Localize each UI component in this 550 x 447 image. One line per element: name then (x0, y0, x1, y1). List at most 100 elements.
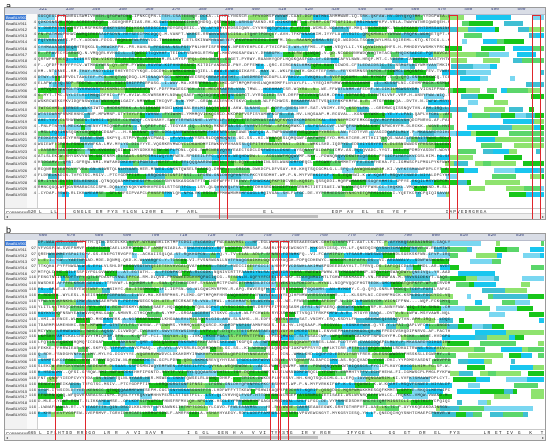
sequence-name[interactable]: BnaBLV924 (6, 317, 28, 323)
sequence-name[interactable]: BnaBLV904 (6, 282, 28, 288)
conservation-highlight (163, 282, 187, 288)
sequence-name[interactable]: BnaBLV926 (6, 167, 28, 173)
sequence-name[interactable]: BnaBLV927 (6, 173, 28, 179)
sequence-name[interactable]: BnaBLV911 (6, 246, 27, 252)
sequence-name[interactable]: BnaBLV903 (5, 241, 28, 246)
sequence-name[interactable]: BnaBLV926 (6, 329, 28, 335)
sequence-name[interactable]: BnaBLV905 (6, 288, 28, 294)
sequence-name[interactable]: BnaBLV915 (6, 388, 28, 394)
scroll-left-icon[interactable]: ◂ (6, 214, 9, 219)
sequence-name[interactable]: BnaBLV924 (6, 155, 28, 161)
sequence-name[interactable]: BnaBLV929 (6, 347, 28, 353)
sequence-name[interactable]: BnaBLV907 (6, 82, 28, 88)
sequence-name[interactable]: BnaBLV925 (6, 161, 28, 167)
conservation-highlight (240, 185, 253, 191)
conservation-highlight (286, 288, 303, 294)
sequence-name[interactable]: BnaBLV902 (6, 112, 28, 118)
sequence-name[interactable]: BnaBLV913 (6, 258, 28, 264)
sequence-name[interactable]: BnaBLV914 (6, 39, 28, 45)
sequence-name[interactable]: BnaBLV909 (6, 376, 28, 382)
sequence-name[interactable]: BnaBLV922 (6, 406, 28, 412)
sequence-name[interactable]: BnaBLV921 (6, 305, 28, 311)
sequence-name[interactable]: BnaBLV928 (6, 179, 28, 185)
sequence-residues: F--QFDFFMYYFPYCV-WTMKCYWKN-QY-DPM-PYWGW-… (38, 63, 451, 68)
sequence-name[interactable]: BnaBLV920 (6, 300, 28, 305)
sequence-name[interactable]: BnaBLV920 (6, 124, 28, 130)
conservation-highlight (125, 400, 139, 406)
sequence-name[interactable]: BnaBLV908 (6, 94, 28, 100)
sequence-name[interactable]: BnaBLV929 (6, 185, 28, 191)
conservation-highlight (63, 252, 88, 258)
conservation-highlight (252, 276, 276, 282)
conservation-highlight (295, 191, 303, 197)
sequence-name[interactable]: BnaBLV916 (6, 45, 28, 51)
sequence-name[interactable]: BnaBLV906 (6, 88, 28, 94)
conservation-highlight (48, 173, 59, 179)
scroll-left-icon[interactable]: ◂ (6, 435, 9, 440)
scroll-right-icon[interactable]: ▸ (541, 435, 544, 440)
sequence-name[interactable]: BnaBLV908 (6, 370, 28, 376)
sequence-name[interactable]: BnaBLV928 (6, 341, 28, 347)
sequence-residues: HSDGAMV--QFSI-GFRQW-NMI-HWFAHDDKEHHFIPGN… (38, 161, 451, 166)
sequence-name[interactable]: BnaBLV923 (6, 149, 28, 155)
sequence-name[interactable]: BnaBLV907 (6, 364, 28, 370)
conservation-highlight (356, 300, 362, 305)
sequence-name[interactable]: BnaBLV904 (6, 69, 28, 75)
scrollbar-thumb[interactable] (199, 436, 319, 439)
sequence-name[interactable]: BnaBLV906 (6, 359, 28, 364)
conservation-highlight (312, 353, 337, 359)
conservation-highlight (402, 282, 413, 288)
sequence-name[interactable]: BnaBLV917 (6, 394, 28, 400)
sequence-name[interactable]: BnaBLV905 (6, 76, 28, 81)
sequence-name[interactable]: BnaBLV912 (6, 252, 28, 258)
conservation-highlight (367, 394, 378, 400)
conservation-highlight (399, 51, 410, 57)
sequence-name[interactable]: BnaBLV902 (6, 276, 28, 282)
conservation-highlight (236, 323, 251, 329)
sequence-name[interactable]: BnaBLV916 (6, 270, 28, 276)
sequence-name[interactable]: BnaBLV901 (6, 63, 28, 69)
conservation-highlight (206, 106, 230, 112)
sequence-name[interactable]: BnaBLV923 (6, 311, 28, 317)
conservation-highlight (140, 394, 152, 400)
conservation-highlight (450, 252, 458, 258)
conservation-highlight (322, 191, 345, 197)
sequence-name[interactable]: BnaBLV919 (6, 294, 28, 300)
conservation-highlight (275, 21, 291, 27)
scroll-right-icon[interactable]: ▸ (541, 214, 544, 219)
sequence-name[interactable]: BnaBLV927 (6, 335, 28, 341)
ruler-number: 380 (198, 7, 207, 12)
sequence-name[interactable]: BnaBLV918 (6, 57, 28, 63)
conservation-highlight (474, 282, 496, 288)
sequence-name[interactable]: BnaBLV921 (6, 137, 28, 142)
conservation-highlight (103, 329, 113, 335)
sequence-name[interactable]: BnaBLV914 (6, 264, 28, 270)
sequence-name[interactable]: BnaBLV930 (6, 353, 28, 359)
sequence-name[interactable]: BnaBLV918 (6, 400, 28, 406)
conservation-highlight (233, 376, 241, 382)
sequence-name[interactable]: BnaBLV910 (6, 106, 28, 112)
sequence-start-position: 116 (28, 382, 36, 387)
sequence-name[interactable]: BnaBLV910 (6, 382, 28, 388)
sequence-name[interactable]: BnaBLV919 (6, 118, 28, 124)
sequence-name[interactable]: BnaBLV911 (6, 21, 27, 27)
sequence-name[interactable]: BnaBLV903 (5, 15, 28, 20)
sequence-name[interactable]: BnaBLV925 (6, 323, 28, 329)
sequence-name[interactable]: BnaBLV909 (6, 100, 28, 106)
sequence-name[interactable]: BnaBLV917 (6, 51, 28, 57)
conservation-highlight (356, 21, 378, 27)
horizontal-scrollbar[interactable]: ◂ ▸ (5, 213, 545, 219)
sequence-start-position: 4 (33, 137, 36, 141)
conservation-highlight (133, 27, 144, 33)
scrollbar-thumb[interactable] (199, 215, 319, 218)
conservation-highlight (191, 364, 212, 370)
sequence-name[interactable]: BnaBLV912 (6, 27, 28, 33)
sequence-name[interactable]: BnaBLV915 (6, 130, 28, 136)
sequence-name[interactable]: BnaBLV922 (6, 143, 28, 149)
sequence-name[interactable]: BnaBLV913 (6, 33, 28, 39)
conservation-highlight (276, 406, 297, 412)
conservation-highlight (517, 51, 536, 57)
sequence-name[interactable]: BnaBLV930 (6, 191, 28, 197)
sequence-name[interactable]: BnaBLV901 (6, 412, 28, 418)
horizontal-scrollbar[interactable]: ◂ ▸ (5, 434, 545, 440)
